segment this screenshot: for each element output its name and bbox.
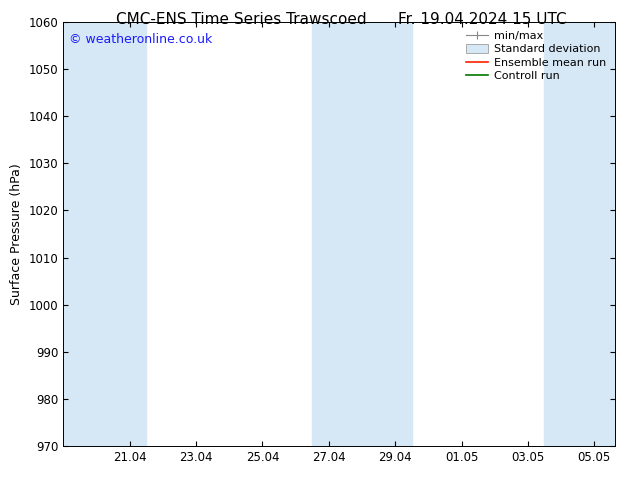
Bar [312, 22, 411, 446]
Bar [63, 22, 146, 446]
Bar [545, 22, 615, 446]
Text: Fr. 19.04.2024 15 UTC: Fr. 19.04.2024 15 UTC [398, 12, 566, 27]
Text: © weatheronline.co.uk: © weatheronline.co.uk [69, 33, 212, 46]
Legend: min/max, Standard deviation, Ensemble mean run, Controll run: min/max, Standard deviation, Ensemble me… [462, 26, 611, 86]
Text: CMC-ENS Time Series Trawscoed: CMC-ENS Time Series Trawscoed [115, 12, 366, 27]
Y-axis label: Surface Pressure (hPa): Surface Pressure (hPa) [10, 163, 23, 305]
